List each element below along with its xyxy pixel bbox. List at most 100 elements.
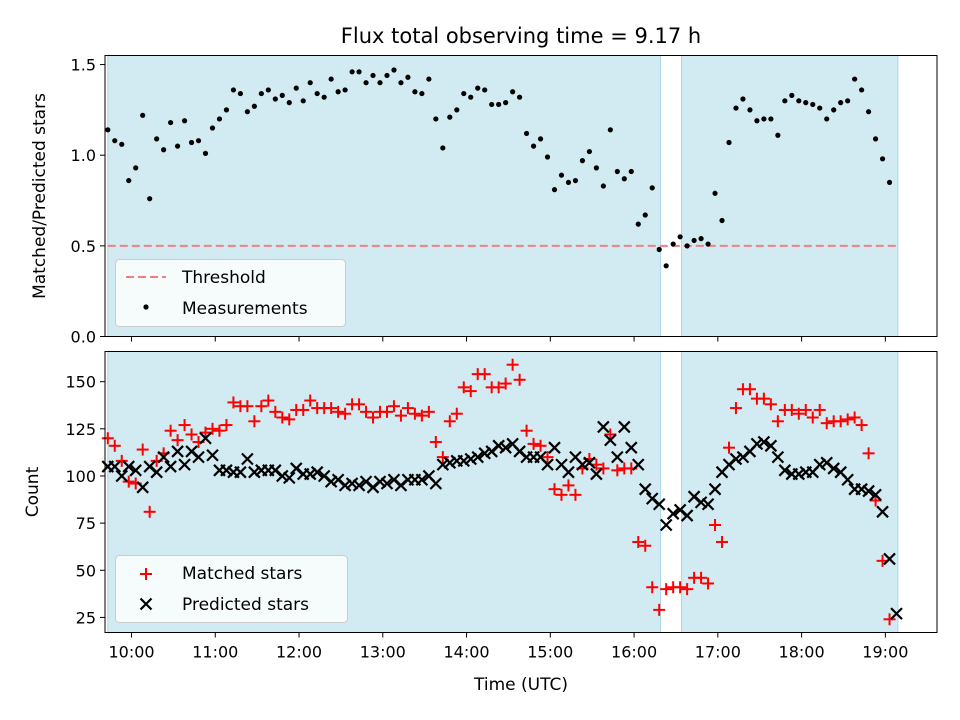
x-stroke: [282, 471, 296, 485]
x-stroke: [638, 482, 652, 496]
measurement-point: [796, 98, 802, 104]
matched-star-point: [297, 403, 310, 416]
legend-box: [115, 555, 348, 623]
y-tick-label: 125: [65, 420, 96, 439]
predicted-star-point: [890, 607, 903, 620]
chart-title: Flux total observing time = 9.17 h: [341, 24, 701, 48]
matched-star-point: [353, 398, 366, 411]
matched-star-point: [527, 437, 540, 450]
predicted-star-point: [171, 445, 184, 458]
measurement-point: [684, 243, 690, 249]
predicted-star-point: [862, 484, 875, 498]
matched-star-point: [883, 613, 896, 626]
matched-star-point: [394, 409, 407, 422]
x-stroke: [625, 441, 638, 454]
legend-predicted-swatch: [139, 597, 153, 611]
measurement-point: [572, 177, 579, 184]
y-tick-label: 0.5: [71, 237, 96, 256]
x-stroke: [310, 465, 324, 479]
predicted-star-point: [471, 450, 485, 464]
measurement-point: [872, 136, 879, 142]
measurement-point: [265, 87, 271, 93]
measurement-point: [188, 139, 195, 146]
matched-star-point: [178, 419, 191, 432]
predicted-star-point: [590, 467, 603, 481]
x-stroke: [534, 450, 547, 464]
measurement-point: [565, 179, 572, 186]
matched-star-point: [646, 581, 659, 594]
measurement-point: [628, 168, 634, 175]
measurement-point: [859, 87, 865, 93]
matched-star-point: [597, 462, 610, 475]
measurement-point: [133, 165, 139, 171]
predicted-star-point: [157, 450, 170, 464]
measurement-point: [879, 156, 886, 162]
matched-star-point: [436, 451, 449, 464]
measurement-point: [412, 89, 418, 95]
matched-star-point: [569, 488, 582, 501]
x-stroke: [220, 464, 233, 477]
measurement-point: [244, 109, 250, 115]
matched-star-point: [855, 419, 868, 432]
measurement-point: [517, 94, 523, 100]
x-stroke: [631, 458, 645, 471]
matched-star-point: [562, 479, 575, 492]
matched-star-point: [255, 400, 268, 413]
matched-star-point: [723, 441, 735, 454]
predicted-star-point: [115, 469, 129, 483]
x-stroke: [618, 420, 631, 434]
matched-star-point: [367, 411, 380, 424]
matched-star-point: [506, 358, 519, 371]
x-stroke: [876, 505, 889, 519]
count-y-axis-label: Count: [23, 466, 43, 517]
matched-star-point: [674, 581, 687, 594]
predicted-star-point: [136, 481, 149, 494]
x-stroke: [708, 482, 722, 496]
predicted-star-point: [415, 473, 429, 487]
measurement-point: [119, 141, 125, 147]
measurement-point: [405, 74, 411, 80]
predicted-star-point: [562, 465, 575, 479]
matched-star-point: [792, 407, 805, 420]
measurement-point: [754, 118, 760, 124]
x-stroke: [234, 465, 247, 479]
x-stroke: [694, 496, 708, 509]
matched-star-point: [269, 405, 282, 418]
matched-star-point: [520, 424, 533, 437]
measurement-point: [391, 67, 397, 73]
matched-star-point: [115, 454, 128, 467]
predicted-star-point: [827, 462, 840, 475]
x-stroke: [150, 465, 163, 479]
x-stroke: [687, 490, 701, 503]
x-stroke: [862, 484, 875, 498]
matched-star-point: [380, 405, 393, 418]
x-stroke: [645, 492, 659, 505]
matched-star-point: [548, 483, 561, 496]
measurement-point: [147, 196, 153, 202]
x-stroke: [883, 552, 896, 566]
matched-star-point: [639, 539, 652, 552]
measurement-point: [140, 112, 146, 118]
matched-star-point: [136, 443, 149, 456]
x-stroke: [422, 469, 436, 483]
measurement-point: [740, 96, 746, 102]
x-stroke: [373, 475, 387, 488]
measurement-point: [349, 69, 355, 75]
x-stroke: [185, 445, 198, 458]
measurement-point: [482, 87, 488, 93]
measurement-point: [558, 172, 565, 178]
measurement-point: [719, 217, 725, 224]
x-stroke: [673, 503, 687, 517]
measurement-point: [733, 105, 739, 111]
matched-star-point: [757, 392, 770, 405]
legend-label: Measurements: [182, 299, 308, 319]
x-stroke: [387, 473, 401, 487]
predicted-star-point: [548, 441, 561, 454]
x-tick-label: 14:00: [444, 643, 490, 662]
x-stroke: [680, 509, 694, 522]
predicted-star-point: [352, 479, 366, 492]
predicted-star-point: [234, 465, 247, 479]
measurement-point: [419, 90, 425, 97]
legend-label: Threshold: [181, 268, 266, 288]
measurement-point: [831, 107, 837, 113]
